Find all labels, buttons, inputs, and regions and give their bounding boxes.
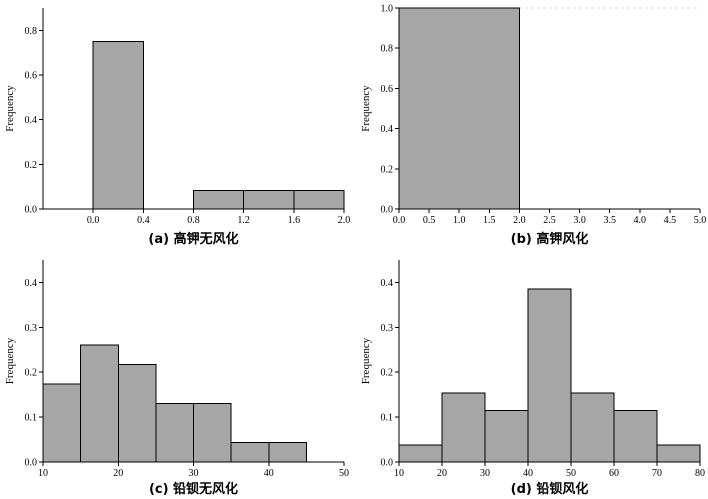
- x-tick-label: 20: [113, 468, 123, 479]
- histogram-bar: [656, 444, 701, 463]
- y-axis-title: Frequency: [360, 85, 372, 132]
- x-tick-label: 0.0: [87, 215, 100, 226]
- y-tick-label: 0.1: [25, 413, 38, 424]
- x-tick-label: 10: [394, 468, 404, 479]
- x-tick-label: 0.0: [393, 215, 406, 226]
- x-tick-label: 4.5: [664, 215, 677, 226]
- y-tick-label: 0.4: [381, 278, 394, 289]
- histogram-bar: [613, 409, 658, 463]
- y-tick-label: 1.0: [381, 4, 394, 15]
- histogram-bar: [527, 288, 572, 463]
- panel-caption: (c) 铅钡无风化: [149, 481, 238, 497]
- y-tick-label: 0.4: [25, 115, 38, 126]
- histogram-bar: [441, 392, 486, 463]
- x-tick-label: 2.5: [543, 215, 556, 226]
- histogram-bar: [80, 344, 119, 463]
- y-tick-label: 0.3: [25, 323, 38, 334]
- y-tick-label: 0.0: [25, 205, 38, 216]
- histogram-bar: [92, 41, 144, 210]
- y-tick-label: 0.1: [381, 413, 394, 424]
- x-tick-label: 20: [437, 468, 447, 479]
- y-axis-title: Frequency: [360, 337, 372, 384]
- histogram-bar: [243, 189, 295, 210]
- chart-panel-b: 0.0 0.5 1.0 1.5 2.0 2.5 3.0 3.5 4.0 4.5 5.0 0.0 0.2 0…: [360, 4, 706, 248]
- x-tick-label: 0.5: [423, 215, 436, 226]
- x-tick-label: 30: [189, 468, 199, 479]
- x-tick-label: 40: [264, 468, 274, 479]
- y-tick-label: 0.2: [381, 368, 394, 379]
- x-tick-label: 30: [480, 468, 490, 479]
- histogram-bar: [155, 403, 194, 463]
- x-tick-label: 60: [609, 468, 619, 479]
- x-tick-label: 0.8: [187, 215, 200, 226]
- x-tick-label: 10: [38, 468, 48, 479]
- x-tick-label: 50: [339, 468, 349, 479]
- histogram-bar: [398, 7, 520, 210]
- x-tick-label: 0.4: [137, 215, 150, 226]
- y-axis-title: Frequency: [4, 85, 16, 132]
- y-axis-title: Frequency: [4, 337, 16, 384]
- y-tick-label: 0.4: [25, 278, 38, 289]
- histogram-bar: [42, 383, 82, 463]
- x-tick-label: 70: [652, 468, 662, 479]
- x-tick-label: 1.5: [483, 215, 496, 226]
- histogram-bar: [230, 442, 270, 463]
- x-tick-label: 3.5: [603, 215, 616, 226]
- x-tick-label: 2.0: [513, 215, 526, 226]
- x-tick-label: 40: [523, 468, 533, 479]
- y-tick-label: 0.0: [25, 458, 38, 469]
- panel-caption: (a) 高钾无风化: [148, 231, 238, 247]
- y-tick-label: 0.6: [25, 71, 38, 82]
- histogram-bar: [570, 392, 615, 463]
- histogram-bar: [268, 442, 307, 463]
- histogram-bar: [484, 409, 529, 463]
- x-tick-label: 4.0: [634, 215, 647, 226]
- histogram-bar: [398, 444, 443, 463]
- y-tick-label: 0.0: [381, 205, 394, 216]
- histogram-bar: [193, 403, 232, 463]
- x-tick-label: 1.6: [288, 215, 301, 226]
- histogram-bar: [193, 189, 245, 210]
- x-tick-label: 80: [695, 468, 705, 479]
- x-tick-label: 5.0: [694, 215, 707, 226]
- x-tick-label: 2.0: [338, 215, 351, 226]
- histogram-bar: [117, 364, 157, 463]
- x-tick-label: 3.0: [573, 215, 586, 226]
- y-tick-label: 0.3: [381, 323, 394, 334]
- x-tick-label: 1.2: [237, 215, 250, 226]
- panel-caption: (b) 高钾风化: [511, 231, 589, 247]
- y-tick-label: 0.2: [25, 368, 38, 379]
- panel-caption: (d) 铅钡风化: [511, 481, 589, 497]
- y-tick-label: 0.8: [381, 44, 394, 55]
- x-tick-label: 50: [566, 468, 576, 479]
- y-tick-label: 0.4: [381, 124, 394, 135]
- y-tick-label: 0.2: [381, 164, 394, 175]
- y-tick-label: 0.6: [381, 84, 394, 95]
- histogram-bar: [293, 189, 345, 210]
- chart-panel-a: 0.0 0.4 0.8 1.2 1.6 2.0 0.0 0.2 0.4 0.6 0.8 Frequen…: [4, 8, 350, 247]
- x-tick-label: 1.0: [453, 215, 466, 226]
- y-tick-label: 0.2: [25, 160, 38, 171]
- chart-panel-c: 10 20 30 40 50 0.0 0.1 0.2 0.3 0.4 Frequency (c) 铅钡…: [4, 260, 349, 497]
- chart-panel-d: 10 20 30 40 50 60 70 80 0.0 0.1 0.2 0.3 0.4 Frequency…: [360, 260, 705, 497]
- y-tick-label: 0.8: [25, 26, 38, 37]
- y-tick-label: 0.0: [381, 458, 394, 469]
